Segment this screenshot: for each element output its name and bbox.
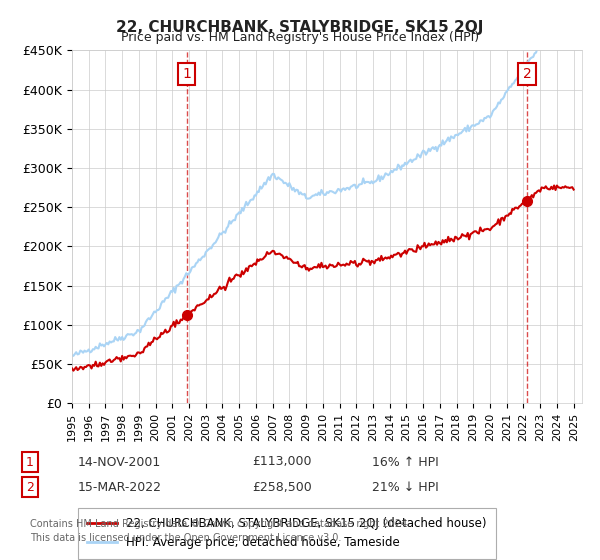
Text: 16% ↑ HPI: 16% ↑ HPI bbox=[372, 455, 439, 469]
Text: 14-NOV-2001: 14-NOV-2001 bbox=[78, 455, 161, 469]
Text: 21% ↓ HPI: 21% ↓ HPI bbox=[372, 480, 439, 494]
Text: 1: 1 bbox=[26, 455, 34, 469]
Text: This data is licensed under the Open Government Licence v3.0.: This data is licensed under the Open Gov… bbox=[30, 533, 341, 543]
Text: 22, CHURCHBANK, STALYBRIDGE, SK15 2QJ: 22, CHURCHBANK, STALYBRIDGE, SK15 2QJ bbox=[116, 20, 484, 35]
Text: 2: 2 bbox=[523, 67, 532, 81]
Text: Contains HM Land Registry data © Crown copyright and database right 2024.: Contains HM Land Registry data © Crown c… bbox=[30, 519, 410, 529]
Text: 1: 1 bbox=[182, 67, 191, 81]
Text: £113,000: £113,000 bbox=[252, 455, 311, 469]
Legend: 22, CHURCHBANK, STALYBRIDGE, SK15 2QJ (detached house), HPI: Average price, deta: 22, CHURCHBANK, STALYBRIDGE, SK15 2QJ (d… bbox=[78, 508, 496, 559]
Text: 15-MAR-2022: 15-MAR-2022 bbox=[78, 480, 162, 494]
Text: 2: 2 bbox=[26, 480, 34, 494]
Text: £258,500: £258,500 bbox=[252, 480, 312, 494]
Text: Price paid vs. HM Land Registry's House Price Index (HPI): Price paid vs. HM Land Registry's House … bbox=[121, 31, 479, 44]
